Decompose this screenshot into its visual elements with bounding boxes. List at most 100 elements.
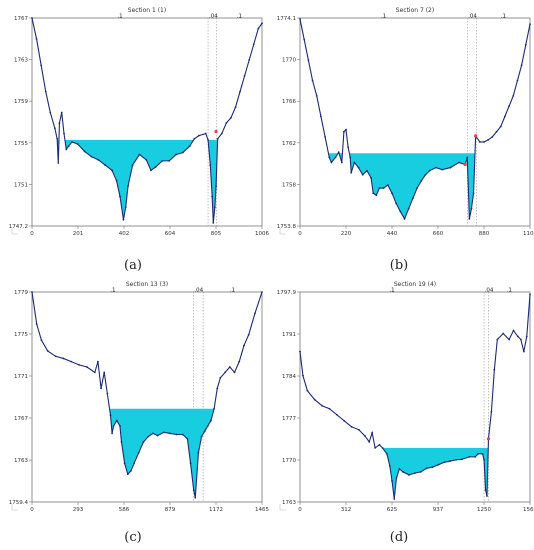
ground-point xyxy=(54,355,57,358)
ground-point xyxy=(490,410,493,413)
ground-point xyxy=(328,156,331,159)
ground-point xyxy=(408,474,410,476)
x-tick-label: 440 xyxy=(387,231,398,237)
ground-point xyxy=(175,153,177,156)
ground-point xyxy=(412,197,414,200)
ground-point xyxy=(93,371,96,374)
ground-point xyxy=(349,156,352,159)
y-tick-label: 1797.9 xyxy=(277,290,297,296)
ground-profile-line xyxy=(299,294,531,500)
chart-title: Section 19 (4) xyxy=(394,281,436,288)
ground-point xyxy=(31,17,33,19)
ground-point xyxy=(328,407,331,410)
y-tick-label: 1784 xyxy=(282,374,296,380)
ground-point xyxy=(372,192,375,195)
chart-svg: Section 13 (3) 1779 1775 1771 1767 1763 1759.4… xyxy=(9,281,270,513)
ground-point xyxy=(441,168,444,171)
ground-profile-line xyxy=(31,17,263,223)
ground-point xyxy=(374,446,376,449)
ground-point xyxy=(194,496,197,499)
ground-point xyxy=(124,206,127,208)
ground-point xyxy=(388,464,391,467)
y-tick-label: 1770 xyxy=(282,458,296,464)
ground-point xyxy=(109,414,112,417)
ground-point xyxy=(154,166,157,169)
ground-point xyxy=(57,162,60,164)
ground-point xyxy=(496,338,499,341)
ground-point xyxy=(186,437,189,440)
ground-point xyxy=(461,458,463,461)
chart-svg: Section 19 (4) 1797.9 1791 1784 1777 1770 1763… xyxy=(277,281,534,513)
manning-n-label: .1 xyxy=(381,14,386,20)
ground-point xyxy=(76,143,79,145)
ground-point xyxy=(525,335,528,338)
manning-n-label: .04 xyxy=(468,14,477,20)
x-tick-label: 0 xyxy=(298,507,302,513)
x-tick-label: 586 xyxy=(119,507,130,513)
chart-svg: Section 1 (1) 1767 1763 1759 1755 1751 1747.20… xyxy=(9,7,270,237)
ground-point xyxy=(486,495,488,497)
ground-point xyxy=(97,360,99,363)
ground-point xyxy=(192,489,195,492)
ground-point xyxy=(115,419,118,422)
x-tick-label: 805 xyxy=(211,231,222,237)
ground-point xyxy=(474,455,477,458)
ground-point xyxy=(371,431,374,434)
ground-point xyxy=(413,472,416,475)
ground-point xyxy=(466,156,469,159)
ground-point xyxy=(468,217,471,220)
chart-panel-d: Section 19 (4) 1797.9 1791 1784 1777 1770 1763… xyxy=(272,278,534,516)
y-tick-label: 1747.2 xyxy=(9,224,28,230)
ground-point xyxy=(40,339,43,342)
ground-point xyxy=(127,185,129,187)
ground-point xyxy=(366,169,368,172)
ground-point xyxy=(261,291,263,293)
manning-n-label: .1 xyxy=(501,14,506,20)
manning-n-label: .1 xyxy=(117,14,122,20)
chart-title: Section 13 (3) xyxy=(126,281,168,288)
ground-point xyxy=(378,187,381,189)
x-tick-label: 1100 xyxy=(523,231,534,237)
ground-point xyxy=(197,134,200,137)
ground-point xyxy=(335,413,338,416)
ground-point xyxy=(212,221,215,224)
ground-point xyxy=(398,468,401,470)
ground-point xyxy=(391,192,393,195)
ground-point xyxy=(495,130,498,133)
ground-point xyxy=(209,164,212,166)
ground-point xyxy=(363,434,366,437)
y-tick-label: 1755 xyxy=(14,141,28,147)
ground-point xyxy=(499,125,502,128)
x-tick-label: 937 xyxy=(433,507,444,513)
ground-point xyxy=(65,148,68,151)
ground-point xyxy=(206,425,209,427)
ground-point xyxy=(395,477,398,479)
x-tick-label: 402 xyxy=(119,231,130,237)
ground-point xyxy=(468,455,471,458)
ground-point xyxy=(299,350,301,353)
x-tick-label: 1006 xyxy=(255,231,269,237)
chart-title: Section 7 (2) xyxy=(396,7,434,14)
ground-point xyxy=(161,159,164,162)
ground-point xyxy=(449,460,452,462)
ground-point xyxy=(382,187,385,189)
bank-marker xyxy=(463,162,467,167)
ground-point xyxy=(120,441,123,443)
ground-point xyxy=(247,333,250,336)
ground-point xyxy=(238,360,241,363)
ground-point xyxy=(391,480,393,482)
ground-point xyxy=(156,434,159,437)
ground-point xyxy=(149,169,152,172)
ground-point xyxy=(111,432,113,435)
ground-point xyxy=(455,458,457,461)
axis-origin-marker xyxy=(279,228,286,235)
y-tick-label: 1763 xyxy=(282,500,296,506)
ground-point xyxy=(361,173,364,176)
ground-point xyxy=(49,111,52,114)
chart-panel-a: Section 1 (1) 1767 1763 1759 1755 1751 1747.2 0… xyxy=(4,4,270,240)
ground-point xyxy=(337,151,340,154)
bank-marker xyxy=(214,129,218,134)
ground-point xyxy=(254,312,256,315)
chart-title: Section 1 (1) xyxy=(128,7,166,14)
ground-point xyxy=(350,425,353,428)
